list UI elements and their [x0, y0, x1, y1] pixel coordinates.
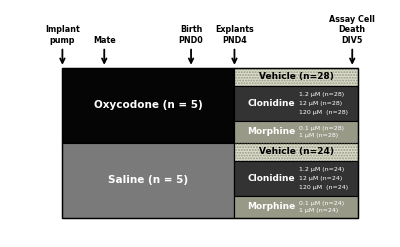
- Text: 1.2 μM (n=28): 1.2 μM (n=28): [299, 92, 344, 97]
- Text: 0.1 μM (n=24): 0.1 μM (n=24): [299, 201, 344, 206]
- Bar: [62, 68, 234, 143]
- Text: Birth
PND0: Birth PND0: [179, 25, 204, 45]
- Bar: [234, 68, 358, 86]
- Text: Vehicle (n=24): Vehicle (n=24): [259, 147, 334, 156]
- Bar: [62, 68, 358, 218]
- Bar: [234, 68, 358, 86]
- Text: 120 μM  (n=24): 120 μM (n=24): [299, 185, 348, 190]
- Text: Vehicle (n=28): Vehicle (n=28): [259, 72, 334, 81]
- Text: Assay Cell
Death
DIV5: Assay Cell Death DIV5: [329, 15, 375, 45]
- Text: Morphine: Morphine: [248, 203, 296, 211]
- Text: 1 μM (n=24): 1 μM (n=24): [299, 208, 338, 213]
- Bar: [62, 143, 234, 218]
- Text: Explants
PND4: Explants PND4: [215, 25, 254, 45]
- Text: 12 μM (n=24): 12 μM (n=24): [299, 176, 342, 181]
- Text: Morphine: Morphine: [248, 127, 296, 136]
- Bar: [234, 196, 358, 218]
- Text: Oxycodone (n = 5): Oxycodone (n = 5): [94, 100, 203, 110]
- Text: 1 μM (n=28): 1 μM (n=28): [299, 133, 338, 138]
- Text: Saline (n = 5): Saline (n = 5): [108, 175, 188, 185]
- Bar: [234, 86, 358, 121]
- Text: Mate: Mate: [93, 36, 116, 45]
- Bar: [234, 161, 358, 196]
- Bar: [234, 121, 358, 143]
- Text: Clonidine: Clonidine: [248, 174, 296, 183]
- Text: Clonidine: Clonidine: [248, 99, 296, 108]
- Text: 0.1 μM (n=28): 0.1 μM (n=28): [299, 126, 344, 131]
- Text: 1.2 μM (n=24): 1.2 μM (n=24): [299, 167, 344, 172]
- Text: 12 μM (n=28): 12 μM (n=28): [299, 101, 342, 106]
- Bar: [234, 143, 358, 161]
- Text: Implant
pump: Implant pump: [45, 25, 80, 45]
- Bar: [234, 143, 358, 161]
- Text: 120 μM  (n=28): 120 μM (n=28): [299, 110, 348, 115]
